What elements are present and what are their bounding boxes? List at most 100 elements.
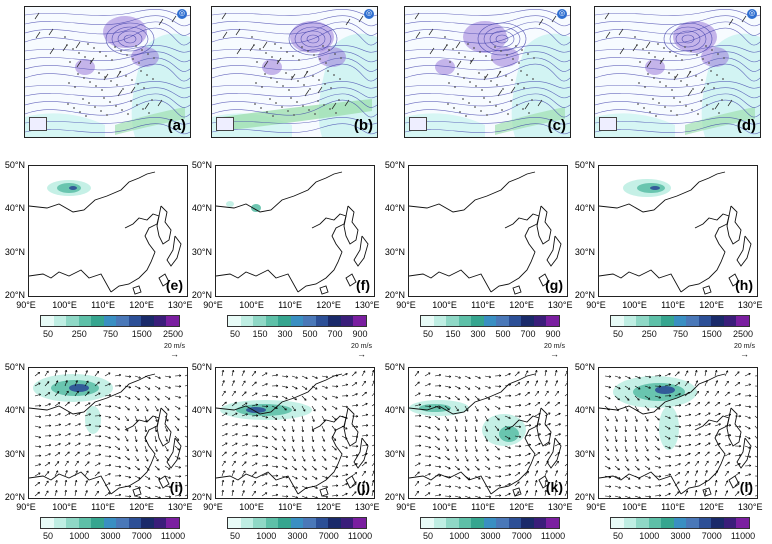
colorbar-swatch xyxy=(166,316,180,326)
lat-tick-label: 50°N xyxy=(4,160,25,170)
panel-label: (d) xyxy=(736,117,756,134)
colorbar-swatch xyxy=(421,518,434,528)
shading-map-g: (g) xyxy=(408,165,568,297)
colorbar-tick-label: 50 xyxy=(229,531,241,541)
colorbar-swatch xyxy=(116,316,129,326)
lat-tick-label: 50°N xyxy=(574,362,595,372)
lon-tick-label: 90°E xyxy=(16,300,36,310)
colorbar-tick-label: 3000 xyxy=(670,531,691,541)
colorbar-swatch xyxy=(736,518,750,528)
lon-tick-label: 120°E xyxy=(509,502,534,512)
lon-tick-label: 110°E xyxy=(278,300,303,310)
lon-tick-label: 90°E xyxy=(203,502,223,512)
colorbar-swatch xyxy=(736,316,750,326)
lon-tick-label: 130°E xyxy=(737,502,763,512)
colorbar-tick-label: 3000 xyxy=(287,531,308,541)
colorbar-swatch xyxy=(340,518,354,528)
lat-tick-label: 40°N xyxy=(4,405,25,416)
colorbar-swatch xyxy=(353,316,367,326)
inset-map xyxy=(216,117,234,131)
colorbar-tick-label: 50 xyxy=(612,531,624,541)
colorbar-tick-label: 1000 xyxy=(69,531,90,541)
lon-tick-label: 90°E xyxy=(396,300,416,310)
lon-tick-label: 110°E xyxy=(91,502,116,512)
lat-tick-label: 50°N xyxy=(191,160,212,170)
colorbar-swatch xyxy=(636,316,649,326)
colorbar-swatch xyxy=(446,316,459,326)
lat-tick-label: 40°N xyxy=(191,405,212,416)
colorbar-swatch xyxy=(328,518,341,528)
colorbar-swatch xyxy=(458,518,472,528)
colorbar-swatch xyxy=(41,316,54,326)
shading-map-e: (e) xyxy=(28,165,188,297)
panel-label: (g) xyxy=(545,277,563,293)
lon-tick-label: 90°E xyxy=(396,502,416,512)
lat-tick-label: 20°N xyxy=(384,492,405,502)
lat-tick-label: 30°N xyxy=(4,246,25,257)
colorbar-tick-label: 50 xyxy=(422,531,434,541)
panel-label: (j) xyxy=(356,479,370,495)
lat-tick-label: 30°N xyxy=(384,448,405,459)
colorbar-swatch xyxy=(471,518,484,528)
arrow-right-icon: → xyxy=(740,349,749,359)
lon-tick-label: 110°E xyxy=(471,502,496,512)
lon-tick-label: 120°E xyxy=(699,502,724,512)
lon-tick-label: 130°E xyxy=(354,300,380,310)
lon-tick-label: 130°E xyxy=(547,300,573,310)
colorbar-tick-label: 900 xyxy=(352,329,368,339)
lon-tick-label: 100°E xyxy=(52,300,77,310)
agency-logo-icon: ◎ xyxy=(557,9,567,19)
panel-label: (c) xyxy=(547,117,566,134)
lon-tick-label: 100°E xyxy=(432,300,457,310)
weather-chart-a: ◎ (a) xyxy=(24,6,191,138)
colorbar-tick-label: 50 xyxy=(612,329,624,339)
weather-chart-b: ◎ (b) xyxy=(211,6,378,138)
reference-vector: 20 m/s → xyxy=(164,343,185,359)
colorbar-swatch xyxy=(661,316,674,326)
wind-map-j: (j) xyxy=(215,367,375,499)
colorbar-swatch xyxy=(253,316,266,326)
shading-map-h: (h) xyxy=(598,165,758,297)
colorbar-tick-label: 750 xyxy=(102,329,119,339)
colorbar xyxy=(420,517,560,529)
colorbar-swatch xyxy=(328,316,341,326)
colorbar-swatch xyxy=(253,518,266,528)
arrow-right-icon: → xyxy=(170,349,179,359)
arrow-right-icon: → xyxy=(357,349,366,359)
colorbar-swatch xyxy=(78,518,92,528)
colorbar-swatch xyxy=(648,316,662,326)
colorbar-swatch xyxy=(698,518,712,528)
reference-vector: 20 m/s → xyxy=(351,343,372,359)
lat-tick-label: 50°N xyxy=(191,362,212,372)
colorbar-swatch xyxy=(41,518,54,528)
inset-map xyxy=(29,117,47,131)
colorbar-swatch xyxy=(723,518,737,528)
lon-tick-label: 100°E xyxy=(239,502,264,512)
colorbar-tick-label: 50 xyxy=(42,329,54,339)
colorbar-swatch xyxy=(546,316,560,326)
lon-tick-label: 100°E xyxy=(239,300,264,310)
colorbar-swatch xyxy=(340,316,354,326)
lat-tick-label: 30°N xyxy=(384,246,405,257)
colorbar-swatch xyxy=(141,518,154,528)
colorbar-swatch xyxy=(611,316,624,326)
colorbar-swatch xyxy=(686,518,699,528)
colorbar-swatch xyxy=(433,316,447,326)
lat-tick-label: 30°N xyxy=(191,448,212,459)
lat-tick-label: 50°N xyxy=(574,160,595,170)
lon-tick-label: 130°E xyxy=(167,300,193,310)
colorbar-swatch xyxy=(103,316,117,326)
colorbar-swatch xyxy=(623,316,637,326)
colorbar-tick-label: 11000 xyxy=(540,531,566,541)
lon-tick-label: 100°E xyxy=(52,502,77,512)
colorbar-swatch xyxy=(240,518,254,528)
colorbar-swatch xyxy=(290,518,304,528)
lat-tick-label: 40°N xyxy=(384,203,405,214)
colorbar xyxy=(610,315,750,327)
lon-tick-label: 110°E xyxy=(278,502,303,512)
colorbar-swatch xyxy=(265,518,279,528)
colorbar-swatch xyxy=(53,518,67,528)
reference-vector: 20 m/s → xyxy=(544,343,565,359)
colorbar-swatch xyxy=(303,316,316,326)
colorbar-swatch xyxy=(78,316,92,326)
